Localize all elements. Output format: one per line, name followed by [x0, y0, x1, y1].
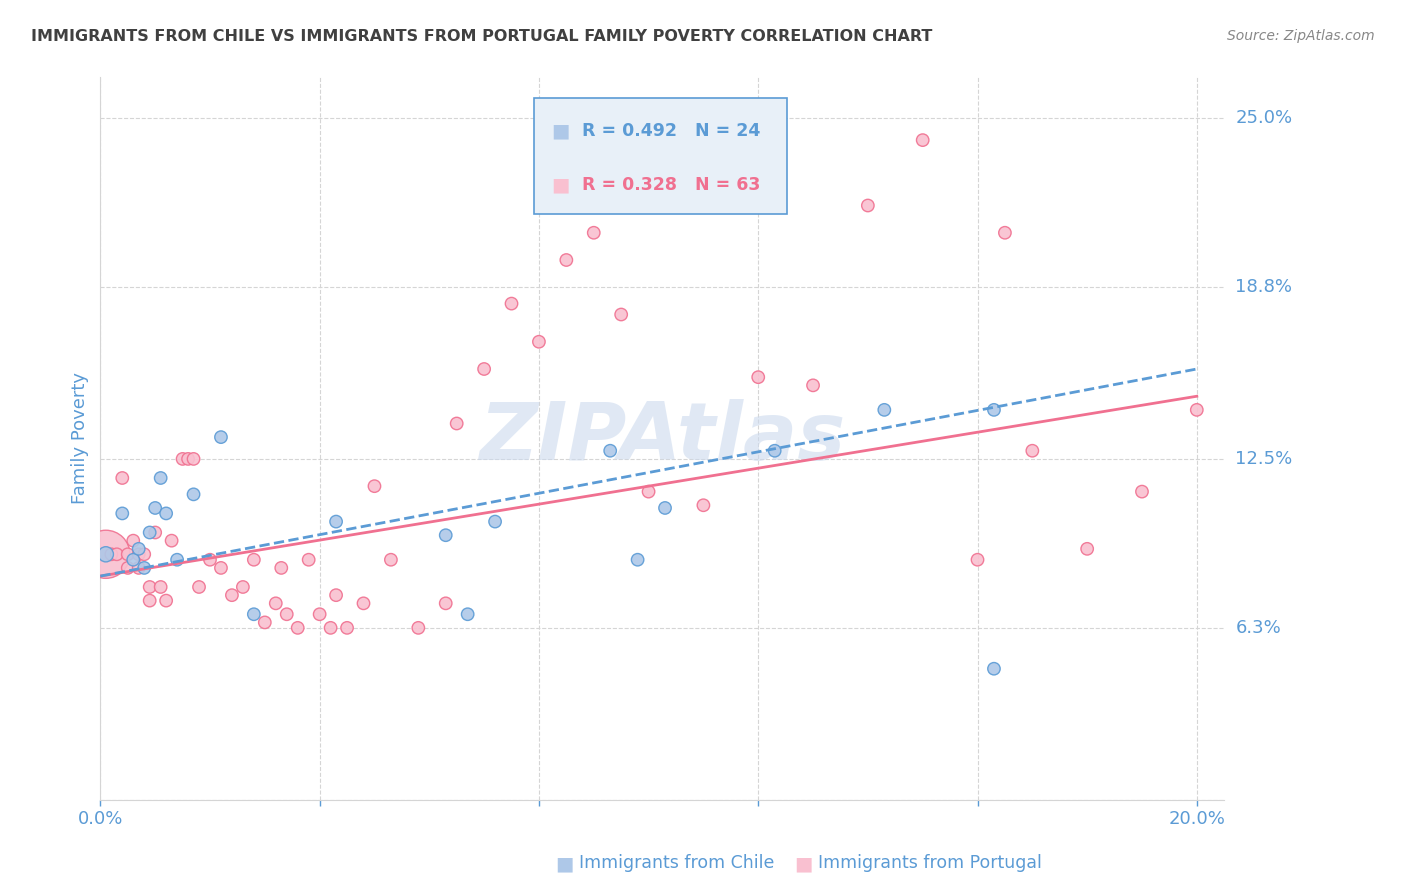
- Point: [138, 593, 160, 607]
- Point: [637, 484, 659, 499]
- Point: [105, 547, 128, 561]
- Point: [873, 402, 896, 417]
- Point: [128, 547, 150, 561]
- Point: [198, 553, 221, 567]
- Point: [472, 362, 495, 376]
- Point: [446, 417, 468, 431]
- Point: [319, 621, 342, 635]
- Point: [692, 498, 714, 512]
- Point: [325, 515, 347, 529]
- Point: [1021, 443, 1043, 458]
- Point: [276, 607, 298, 622]
- Point: [155, 507, 177, 521]
- Point: [582, 226, 605, 240]
- Point: [149, 580, 172, 594]
- Point: [308, 607, 330, 622]
- Point: [380, 553, 402, 567]
- Text: ZIPAtlas: ZIPAtlas: [479, 400, 845, 477]
- Point: [149, 471, 172, 485]
- Point: [138, 580, 160, 594]
- Point: [994, 226, 1017, 240]
- Text: R = 0.492   N = 24: R = 0.492 N = 24: [582, 121, 761, 139]
- Point: [1130, 484, 1153, 499]
- Point: [434, 528, 457, 542]
- Point: [177, 451, 200, 466]
- Text: ■: ■: [551, 176, 569, 194]
- Point: [654, 500, 676, 515]
- Point: [801, 378, 824, 392]
- Point: [122, 553, 145, 567]
- Point: [484, 515, 506, 529]
- Point: [183, 487, 205, 501]
- Point: [128, 561, 150, 575]
- Point: [363, 479, 385, 493]
- Text: 18.8%: 18.8%: [1236, 278, 1292, 296]
- Point: [1076, 541, 1098, 556]
- Point: [336, 621, 359, 635]
- Point: [966, 553, 988, 567]
- Point: [610, 308, 633, 322]
- Point: [763, 443, 786, 458]
- Point: [856, 198, 879, 212]
- Text: Immigrants from Chile: Immigrants from Chile: [579, 855, 775, 872]
- Point: [911, 133, 934, 147]
- Point: [134, 547, 156, 561]
- Text: Source: ZipAtlas.com: Source: ZipAtlas.com: [1227, 29, 1375, 43]
- Point: [626, 553, 648, 567]
- Point: [209, 430, 232, 444]
- Text: 12.5%: 12.5%: [1236, 450, 1292, 468]
- Point: [264, 596, 287, 610]
- Point: [117, 561, 139, 575]
- Point: [527, 334, 550, 349]
- Point: [143, 525, 166, 540]
- Point: [434, 596, 457, 610]
- Point: [983, 402, 1005, 417]
- Point: [243, 607, 266, 622]
- Point: [408, 621, 430, 635]
- Text: R = 0.328   N = 63: R = 0.328 N = 63: [582, 176, 761, 194]
- Point: [111, 507, 134, 521]
- Point: [138, 525, 160, 540]
- Text: ■: ■: [555, 854, 574, 873]
- Point: [983, 662, 1005, 676]
- Point: [188, 580, 211, 594]
- Point: [209, 561, 232, 575]
- Point: [1185, 402, 1208, 417]
- Point: [128, 541, 150, 556]
- Point: [599, 443, 621, 458]
- Text: IMMIGRANTS FROM CHILE VS IMMIGRANTS FROM PORTUGAL FAMILY POVERTY CORRELATION CHA: IMMIGRANTS FROM CHILE VS IMMIGRANTS FROM…: [31, 29, 932, 44]
- Point: [94, 547, 117, 561]
- Point: [134, 561, 156, 575]
- Point: [155, 593, 177, 607]
- Point: [166, 553, 188, 567]
- Text: Immigrants from Portugal: Immigrants from Portugal: [818, 855, 1042, 872]
- Point: [287, 621, 309, 635]
- Point: [457, 607, 479, 622]
- Text: ■: ■: [794, 854, 813, 873]
- Point: [555, 252, 578, 267]
- Point: [747, 370, 769, 384]
- Point: [94, 547, 117, 561]
- Point: [143, 500, 166, 515]
- Point: [353, 596, 375, 610]
- Point: [122, 533, 145, 548]
- Text: 6.3%: 6.3%: [1236, 619, 1281, 637]
- Y-axis label: Family Poverty: Family Poverty: [72, 373, 89, 505]
- Point: [232, 580, 254, 594]
- Point: [221, 588, 243, 602]
- Text: 25.0%: 25.0%: [1236, 110, 1292, 128]
- Point: [111, 471, 134, 485]
- Point: [298, 553, 321, 567]
- Point: [160, 533, 183, 548]
- Point: [243, 553, 266, 567]
- Point: [270, 561, 292, 575]
- Point: [117, 547, 139, 561]
- Point: [325, 588, 347, 602]
- Point: [183, 451, 205, 466]
- Point: [253, 615, 276, 630]
- Point: [100, 547, 122, 561]
- Point: [172, 451, 194, 466]
- Point: [501, 296, 523, 310]
- Text: ■: ■: [551, 121, 569, 140]
